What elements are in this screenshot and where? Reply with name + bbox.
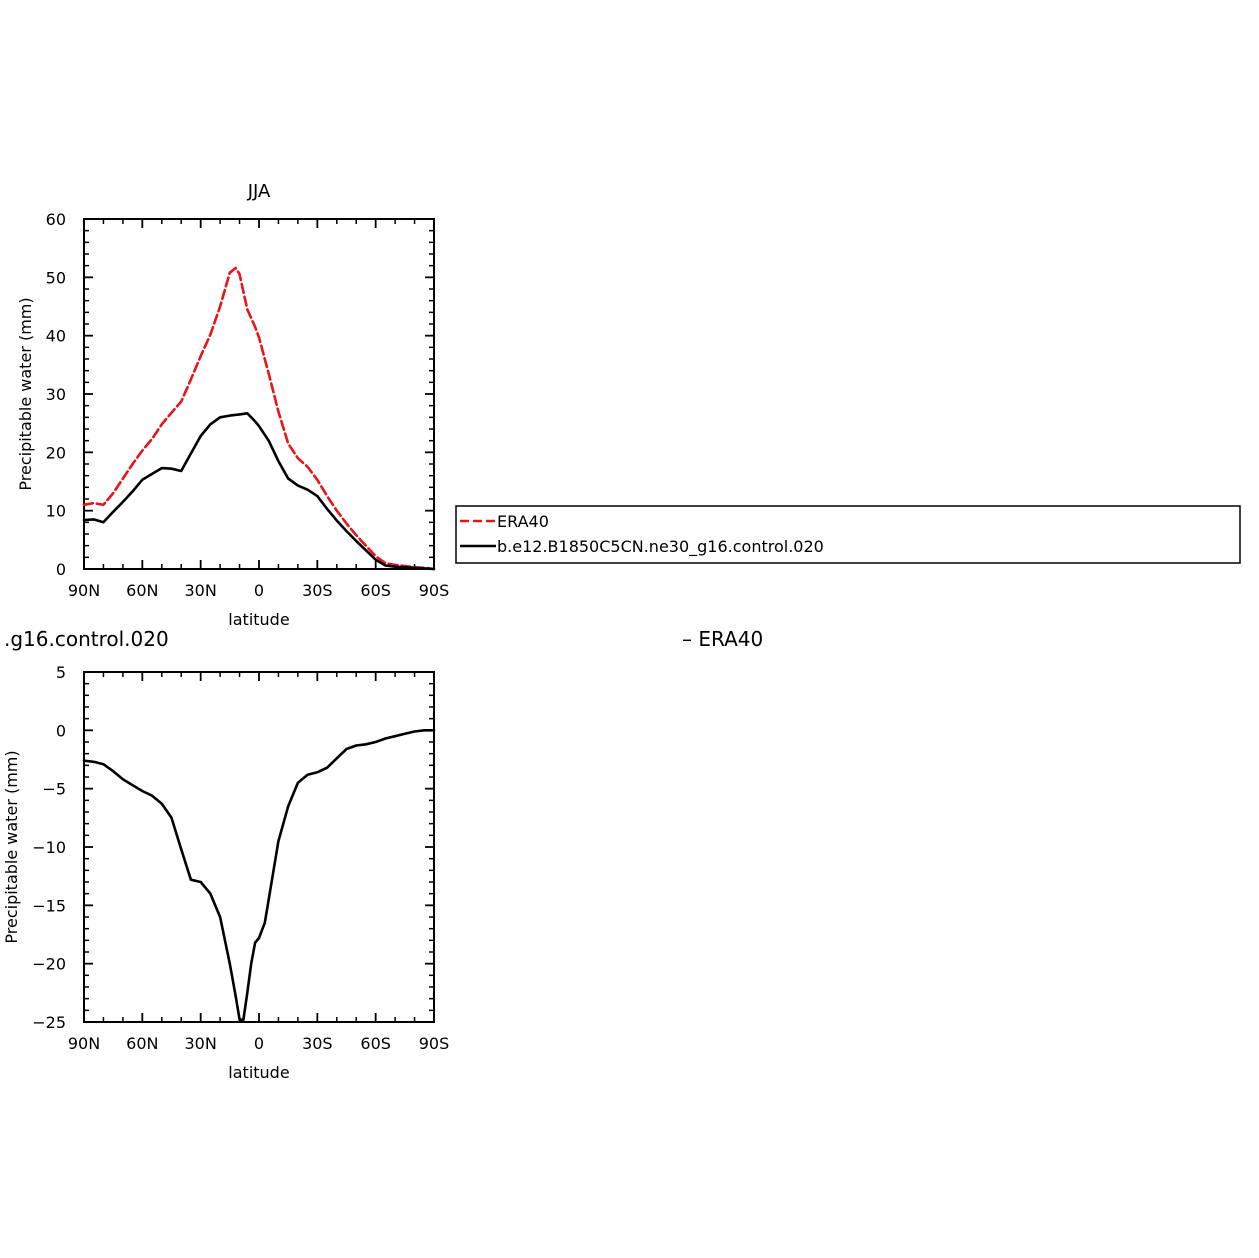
x-axis-ticks <box>83 219 435 569</box>
x-tick-label: 90N <box>68 581 100 600</box>
x-tick-label: 60S <box>360 1034 391 1053</box>
x-tick-label: 0 <box>254 1034 264 1053</box>
legend: ERA40 b.e12.B1850C5CN.ne30_g16.control.02… <box>455 505 1241 564</box>
x-tick-label: 60N <box>126 1034 158 1053</box>
plot-frame <box>83 218 435 570</box>
y-tick-label: 0 <box>56 721 66 740</box>
y-tick-label: −15 <box>32 896 66 915</box>
y-tick-label: 20 <box>46 443 66 462</box>
y-tick-label: 60 <box>46 210 66 229</box>
y-axis-ticks <box>84 218 434 570</box>
y-tick-label: 0 <box>56 560 66 579</box>
legend-entry-label: ERA40 <box>497 512 549 531</box>
y-axis-ticks <box>84 671 434 1023</box>
series-line-b-e12-b1850c5cn-ne30-g16-control-020 <box>82 411 436 571</box>
x-tick-label: 90S <box>419 581 450 600</box>
y-axis-label: Precipitable water (mm) <box>2 750 21 943</box>
y-tick-label: 5 <box>56 663 66 682</box>
y-tick-label: −10 <box>32 838 66 857</box>
plot-frame <box>83 671 435 1023</box>
x-axis-label: latitude <box>228 610 289 629</box>
chart-title: JJA <box>247 181 271 202</box>
chart-panel-bottom: 90N 60N 30N 0 30S 60S 90S 5 0 −5 −10 −15 −20 −25 latit… <box>2 627 763 1082</box>
x-axis-label: latitude <box>228 1063 289 1082</box>
y-tick-label: 10 <box>46 502 66 521</box>
series-line-era40 <box>82 266 436 571</box>
y-tick-label: 50 <box>46 268 66 287</box>
legend-box <box>455 505 1241 564</box>
x-tick-label: 60N <box>126 581 158 600</box>
y-tick-label: 30 <box>46 385 66 404</box>
chart-title-fragment-right: – ERA40 <box>682 627 763 651</box>
y-tick-label: 40 <box>46 327 66 346</box>
series-line-0 <box>82 728 436 1022</box>
x-tick-label: 30S <box>302 581 333 600</box>
legend-entry-label: b.e12.B1850C5CN.ne30_g16.control.020 <box>497 537 824 557</box>
x-tick-label: 90N <box>68 1034 100 1053</box>
x-tick-label: 30N <box>185 1034 217 1053</box>
x-tick-label: 90S <box>419 1034 450 1053</box>
y-tick-label: −20 <box>32 955 66 974</box>
x-tick-label: 30N <box>185 581 217 600</box>
chart-panel-top: 90N 60N 30N 0 30S 60S 90S 0 10 20 30 40 50 60 latitude… <box>16 181 1241 629</box>
x-tick-label: 0 <box>254 581 264 600</box>
x-tick-label: 30S <box>302 1034 333 1053</box>
x-axis-ticks <box>83 672 435 1022</box>
y-tick-label: −25 <box>32 1013 66 1032</box>
chart-title-fragment-left: .g16.control.020 <box>4 627 169 651</box>
x-tick-label: 60S <box>360 581 391 600</box>
y-axis-label: Precipitable water (mm) <box>16 297 35 490</box>
y-tick-label: −5 <box>42 780 66 799</box>
